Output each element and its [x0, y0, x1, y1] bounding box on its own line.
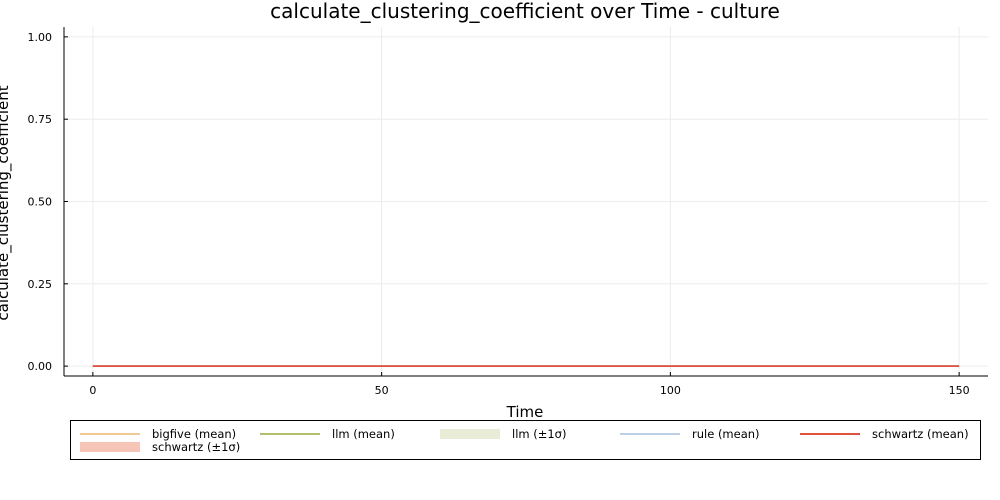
ticks: 0 50 100 150 0.00 0.25 0.50 0.75 1.00 [28, 31, 970, 397]
x-tick-label: 100 [660, 384, 681, 397]
legend-swatch-schwartz-1 [80, 442, 140, 452]
x-axis-title: Time [506, 403, 544, 421]
y-axis-title: calculate_clustering_coefficient [0, 85, 13, 320]
legend-label-schwartz-1: schwartz (±1σ) [152, 440, 240, 454]
x-tick-label: 50 [375, 384, 389, 397]
y-tick-label: 1.00 [28, 31, 53, 44]
legend-frame [70, 420, 981, 460]
legend-label-llm-mean: llm (mean) [332, 427, 395, 441]
legend: bigfive (mean) llm (mean) llm (±1σ) rule (m… [70, 420, 981, 460]
legend-label-llm-1: llm (±1σ) [512, 427, 566, 441]
y-tick-label: 0.50 [28, 196, 53, 209]
y-tick-label: 0.75 [28, 113, 53, 126]
legend-label-schwartz-mean: schwartz (mean) [872, 427, 969, 441]
x-tick-label: 150 [949, 384, 970, 397]
legend-swatch-llm-1 [440, 429, 500, 439]
x-tick-label: 0 [89, 384, 96, 397]
y-tick-label: 0.00 [28, 360, 53, 373]
legend-items: bigfive (mean) llm (mean) llm (±1σ) rule (m… [80, 427, 969, 454]
grid [64, 27, 988, 376]
y-tick-label: 0.25 [28, 278, 53, 291]
legend-label-bigfive-mean: bigfive (mean) [152, 427, 236, 441]
chart-title: calculate_clustering_coefficient over Ti… [270, 0, 780, 23]
legend-label-rule-mean: rule (mean) [692, 427, 760, 441]
